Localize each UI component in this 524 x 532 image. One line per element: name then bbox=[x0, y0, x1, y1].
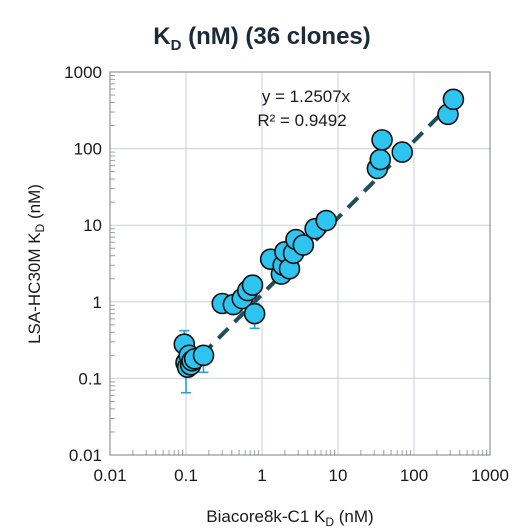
data-point bbox=[442, 88, 465, 111]
x-tick-label: 100 bbox=[400, 466, 428, 485]
y-tick-label: 10 bbox=[83, 216, 102, 235]
trendline-r-squared: R² = 0.9492 bbox=[257, 111, 346, 130]
data-point bbox=[391, 141, 414, 163]
x-tick-label: 10 bbox=[329, 466, 348, 485]
plot-area-frame bbox=[109, 71, 491, 456]
chart-title-subscript: D bbox=[171, 37, 182, 54]
y-axis-title: LSA-HC30M KD (nM) bbox=[25, 184, 47, 344]
data-point bbox=[292, 234, 315, 256]
chart-title-rest: (nM) (36 clones) bbox=[181, 23, 370, 50]
data-point bbox=[243, 302, 266, 325]
x-axis-title: Biacore8k-C1 KD (nM) bbox=[206, 507, 373, 527]
y-tick-label: 1000 bbox=[64, 63, 102, 82]
x-axis-title-main: Biacore8k-C1 K bbox=[206, 507, 326, 526]
x-axis-tick-labels: 0.01 0.1 1 10 100 1000 bbox=[93, 466, 508, 485]
data-point bbox=[192, 344, 215, 367]
data-point bbox=[371, 129, 393, 151]
trendline-equation: y = 1.2507x bbox=[262, 87, 351, 106]
x-tick-label: 1000 bbox=[471, 466, 509, 485]
y-tick-label: 0.01 bbox=[69, 446, 102, 465]
x-axis-title-subscript: D bbox=[325, 515, 334, 527]
minor-ticks bbox=[110, 75, 488, 455]
y-axis-title-main: LSA-HC30M K bbox=[25, 232, 44, 344]
y-tick-label: 100 bbox=[74, 140, 102, 159]
y-axis-tick-labels: 0.01 0.1 1 10 100 1000 bbox=[64, 63, 102, 465]
chart-title-main: K bbox=[153, 23, 171, 50]
x-tick-label: 1 bbox=[257, 466, 266, 485]
y-tick-label: 0.1 bbox=[78, 369, 102, 388]
chart-title: KD (nM) (36 clones) bbox=[153, 23, 371, 54]
data-point bbox=[369, 148, 392, 171]
y-tick-label: 1 bbox=[93, 293, 102, 312]
data-point bbox=[315, 209, 338, 232]
x-tick-label: 0.01 bbox=[93, 466, 126, 485]
data-points bbox=[173, 88, 465, 379]
y-axis-title-subscript: D bbox=[33, 223, 47, 232]
x-tick-label: 0.1 bbox=[174, 466, 198, 485]
data-point bbox=[241, 274, 264, 296]
y-axis-title-rest: (nM) bbox=[25, 184, 44, 224]
x-axis-title-rest: (nM) bbox=[334, 507, 374, 526]
